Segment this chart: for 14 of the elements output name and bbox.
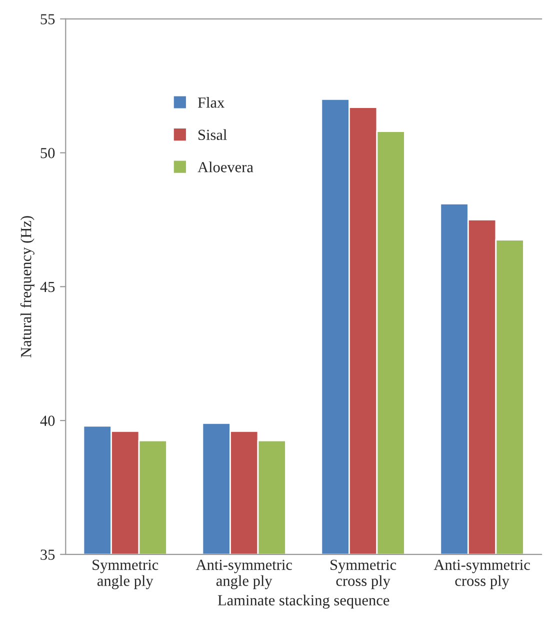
y-tick-label: 50 (40, 148, 55, 158)
legend-label: Aloevera (198, 162, 254, 172)
x-tick-label: Symmetric angle ply (92, 560, 158, 590)
y-tick-label: 35 (40, 550, 55, 560)
x-tick-label: Symmetric cross ply (330, 560, 396, 590)
y-axis-title: Natural frequency (Hz) (20, 216, 34, 358)
x-tick-label: Anti-symmetric angle ply (196, 560, 292, 590)
y-tick-label: 55 (40, 14, 55, 24)
x-axis-title: Laminate stacking sequence (218, 594, 390, 609)
legend-label: Flax (198, 97, 224, 108)
y-tick-label: 45 (40, 282, 55, 292)
y-tick-label: 40 (40, 416, 55, 426)
x-tick-label: Anti-symmetric cross ply (434, 560, 530, 590)
legend-label: Sisal (198, 129, 227, 140)
